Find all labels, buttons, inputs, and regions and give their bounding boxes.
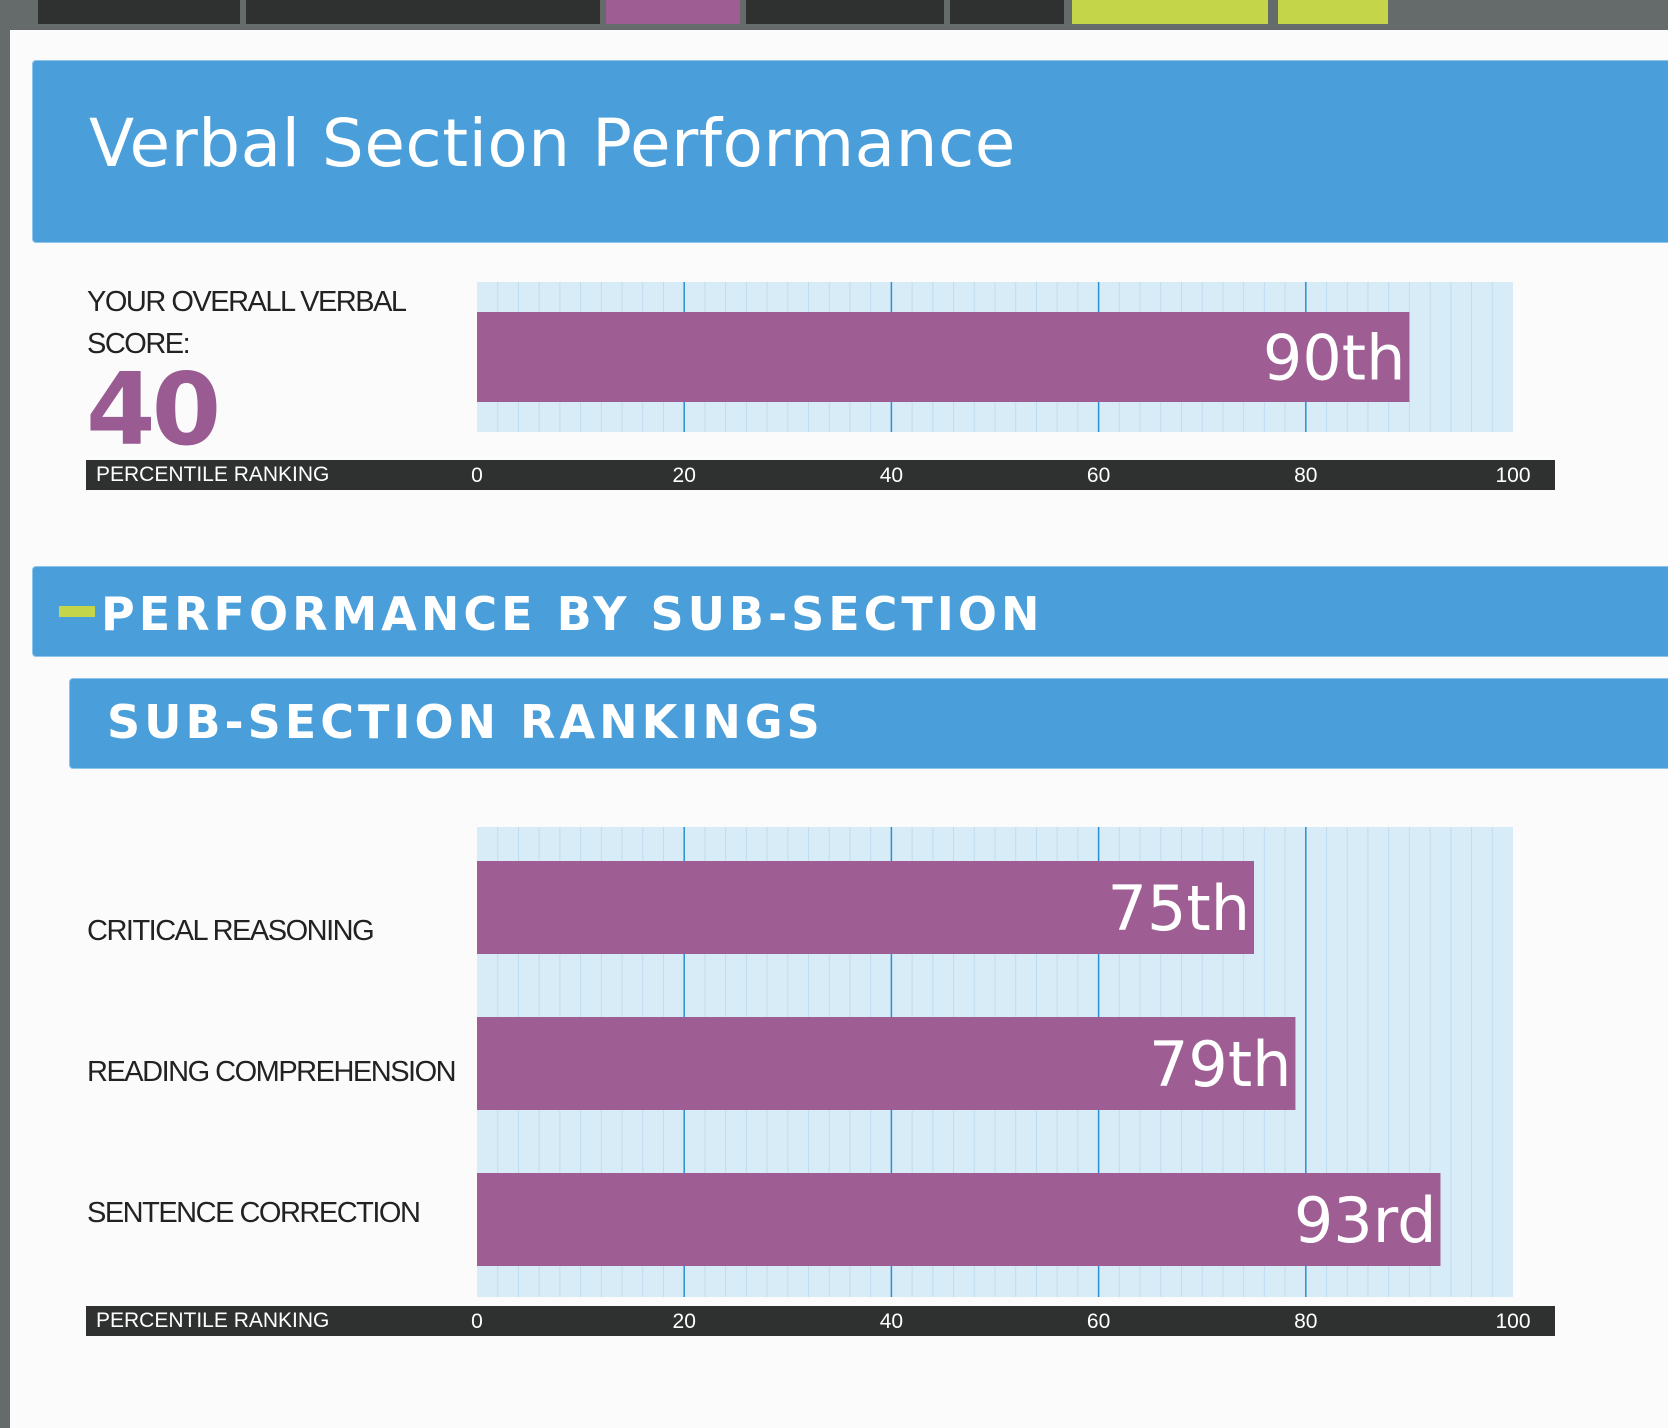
bar-your-overall-verbal-score [477, 312, 1410, 402]
axis-tick-label: 40 [880, 1310, 903, 1333]
axis-tick-label: 0 [471, 464, 483, 487]
sub-section-rankings-band: SUB-SECTION RANKINGS [69, 678, 1668, 769]
top-tab-3-active[interactable] [606, 0, 740, 24]
axis-tick-label: 20 [673, 464, 696, 487]
axis-tick-label: 0 [471, 1310, 483, 1333]
category-label-sentence-correction: SENTENCE CORRECTION [87, 1197, 421, 1229]
axis-tick-label: 80 [1294, 1310, 1317, 1333]
bar-data-label: 79th [1149, 1028, 1292, 1101]
accent-bar [59, 606, 95, 617]
sub-section-axis-strip: PERCENTILE RANKING 0 20 40 60 80 100 [86, 1306, 1555, 1336]
sub-section-axis-title: PERCENTILE RANKING [96, 1309, 330, 1332]
sub-section-axis-ticks: 0 20 40 60 80 100 [471, 1310, 1530, 1333]
overall-score-label-line1: YOUR OVERALL VERBAL [87, 286, 407, 318]
axis-tick-label: 40 [880, 464, 903, 487]
axis-tick-label: 20 [673, 1310, 696, 1333]
overall-score-value: 40 [86, 351, 221, 468]
top-tab-7[interactable] [1278, 0, 1388, 24]
bar-data-label: 93rd [1294, 1184, 1437, 1257]
sub-section-band: PERFORMANCE BY SUB-SECTION [32, 566, 1668, 657]
top-tab-5[interactable] [950, 0, 1064, 24]
bar-sentence-correction [477, 1173, 1441, 1266]
top-tab-4[interactable] [746, 0, 944, 24]
top-tab-6[interactable] [1072, 0, 1268, 24]
sub-section-band-title: PERFORMANCE BY SUB-SECTION [101, 587, 1044, 641]
axis-tick-label: 60 [1087, 464, 1110, 487]
overall-axis-strip: PERCENTILE RANKING 0 20 40 60 80 100 [86, 460, 1555, 490]
overall-score-label-line2: SCORE: [87, 328, 191, 360]
axis-tick-label: 80 [1294, 464, 1317, 487]
axis-tick-label: 60 [1087, 1310, 1110, 1333]
axis-tick-label: 100 [1495, 1310, 1530, 1333]
axis-tick-label: 100 [1495, 464, 1530, 487]
page-title: Verbal Section Performance [89, 105, 1016, 182]
top-tab-1[interactable] [38, 0, 240, 24]
overall-axis-title: PERCENTILE RANKING [96, 463, 330, 486]
title-banner: Verbal Section Performance [32, 60, 1668, 243]
report-page: Verbal Section Performance YOUR OVERALL … [10, 30, 1668, 1428]
category-label-reading-comprehension: READING COMPREHENSION [87, 1056, 457, 1088]
category-label-critical-reasoning: CRITICAL REASONING [87, 915, 375, 947]
bar-reading-comprehension [477, 1017, 1296, 1110]
sub-section-rankings-title: SUB-SECTION RANKINGS [107, 695, 824, 749]
bar-critical-reasoning [477, 861, 1254, 954]
sub-section-percentile-chart: 75th 79th 93rd [477, 827, 1513, 1297]
top-tab-2[interactable] [246, 0, 600, 24]
bar-data-label: 75th [1108, 872, 1251, 945]
overall-percentile-chart: 90th [477, 282, 1513, 432]
overall-axis-ticks: 0 20 40 60 80 100 [471, 464, 1530, 487]
bar-data-label: 90th [1263, 321, 1406, 394]
